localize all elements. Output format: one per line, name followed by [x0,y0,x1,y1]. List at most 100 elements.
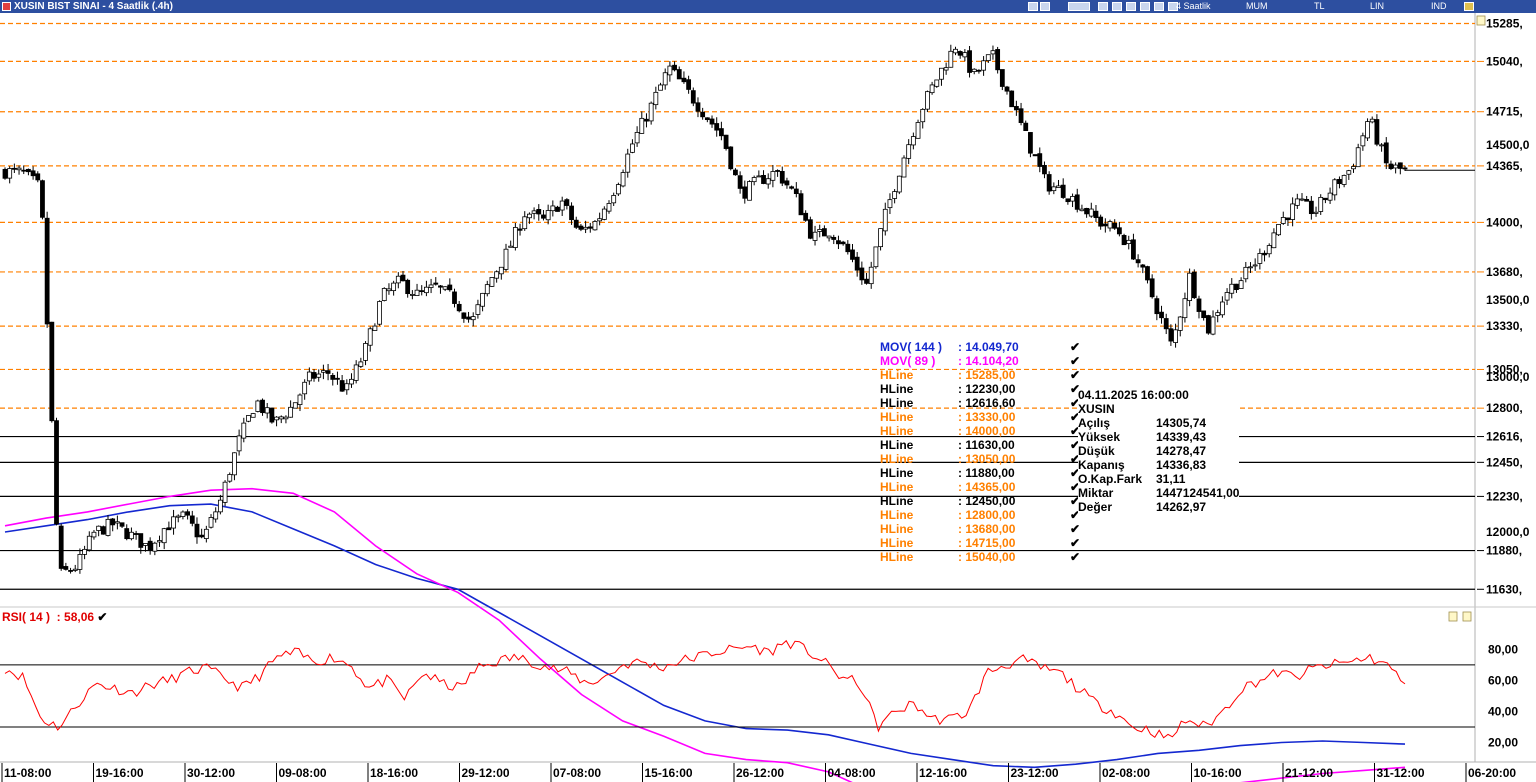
panel-button-icon[interactable] [1448,611,1458,622]
check-icon[interactable]: ✔ [1070,550,1081,564]
candle [255,400,261,412]
check-icon[interactable]: ✔ [1070,354,1081,368]
check-icon[interactable]: ✔ [1070,494,1081,508]
candle [21,169,27,172]
candle [466,316,471,320]
check-icon[interactable]: ✔ [1070,410,1081,424]
candle [363,343,368,361]
candle [138,533,144,548]
legend-hline: HLine: 12450,00 ✔ [880,494,1080,508]
candle [714,123,720,131]
toolbar-icon[interactable] [1068,2,1090,11]
candle [999,69,1005,87]
legend-value: : 14.104,20 [958,354,1019,368]
info-value: 14339,43 [1156,430,1207,444]
candle [1028,132,1033,154]
candle [330,374,336,380]
panel-button-icon[interactable] [1476,15,1486,26]
check-icon[interactable]: ✔ [1070,480,1081,494]
candle [316,373,322,378]
candle [264,407,270,414]
toolbar-icon[interactable] [1112,2,1122,11]
candle [775,170,780,172]
check-icon[interactable]: ✔ [1070,452,1081,466]
hline-axis-label: 15040, [1486,54,1523,68]
candle [1252,264,1258,267]
candle [742,186,748,199]
check-icon[interactable]: ✔ [1070,396,1081,410]
candle [372,325,378,331]
axis-label-bg [1477,455,1536,470]
candle [400,274,406,282]
axis-label-bg [1477,429,1536,444]
x-tick-label: 10-16:00 [1194,766,1242,780]
axis-label-bg [1477,543,1536,558]
toolbar-icon[interactable] [1140,2,1150,11]
candle [82,548,87,555]
check-icon[interactable]: ✔ [1070,522,1081,536]
legend-name: HLine [880,536,914,550]
check-icon[interactable]: ✔ [1070,340,1081,354]
hline-axis-label: 15285, [1486,16,1523,30]
candle [925,91,930,110]
candle [1308,200,1314,215]
candle [1177,316,1183,331]
ma-144-line [4,503,1406,769]
candle [166,527,172,531]
candle [1004,86,1010,92]
scale-selector[interactable]: LIN [1370,1,1385,11]
candle [1341,175,1347,185]
check-icon[interactable]: ✔ [1070,508,1081,522]
check-icon[interactable]: ✔ [1070,382,1081,396]
toolbar-icon[interactable] [1040,2,1050,11]
candle [1013,106,1019,111]
toolbar-icon[interactable] [1098,2,1108,11]
candle [358,361,364,367]
window-titlebar: XUSIN BIST SINAI - 4 Saatlik (.4h) 4 Saa… [0,0,1536,13]
candle [63,566,69,570]
x-tick-label: 19-16:00 [96,766,144,780]
candle [283,416,289,420]
candle [203,528,209,539]
info-label: Açılış [1078,416,1111,430]
candle [1042,164,1047,175]
candle [419,290,425,293]
toolbar-icon[interactable] [1168,2,1178,11]
indicator-selector[interactable]: IND [1431,1,1447,11]
candle [1163,318,1169,330]
candle [1318,196,1324,212]
legend-value: : 11630,00 [958,438,1015,452]
check-icon[interactable]: ✔ [1070,368,1081,382]
toolbar-icon[interactable] [1028,2,1038,11]
info-label: Değer [1078,500,1113,514]
legend-name: HLine [880,396,914,410]
candle [1074,194,1080,210]
candle [335,377,340,380]
toolbar-icon[interactable] [1126,2,1136,11]
candle [1299,198,1305,201]
hline-axis-label: 11880, [1486,544,1522,558]
check-icon[interactable]: ✔ [1070,536,1081,550]
toolbar-icon[interactable] [1464,2,1474,11]
candle [1187,272,1193,301]
candle [704,117,710,121]
check-icon[interactable]: ✔ [1070,424,1081,438]
candle [765,178,771,185]
toolbar-icon[interactable] [1154,2,1164,11]
panel-close-icon[interactable] [1462,611,1472,622]
candle [1140,264,1146,268]
check-icon[interactable]: ✔ [1070,438,1081,452]
check-icon[interactable]: ✔ [1070,466,1081,480]
candle-type-selector[interactable]: MUM [1246,1,1268,11]
candle [517,228,523,231]
timeframe-selector[interactable]: 4 Saatlik [1176,1,1211,11]
candle [274,416,279,421]
candle [344,383,350,391]
candle [1060,184,1066,198]
x-tick-label: 26-12:00 [736,766,784,780]
currency-selector[interactable]: TL [1314,1,1325,11]
candle [630,143,635,153]
candle [929,84,935,94]
candle [606,203,612,212]
